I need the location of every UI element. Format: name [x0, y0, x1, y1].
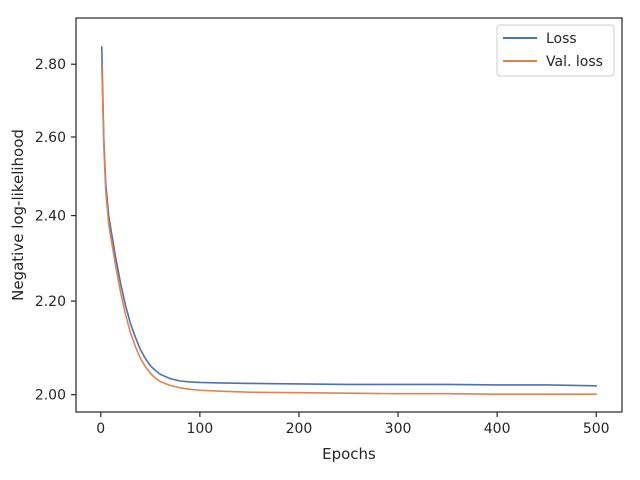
legend: Loss Val. loss	[496, 24, 615, 77]
y-tick-label-4: 2.80	[35, 57, 66, 73]
axes-background	[76, 18, 622, 412]
legend-label-loss: Loss	[546, 31, 577, 47]
y-axis-label: Negative log-likelihood	[9, 129, 27, 301]
x-tick-label-0: 0	[96, 421, 105, 437]
x-axis-ticks: 0 100 200 300 400 500	[96, 412, 610, 437]
x-tick-label-500: 500	[583, 421, 610, 437]
x-tick-label-100: 100	[186, 421, 213, 437]
x-tick-label-200: 200	[286, 421, 313, 437]
y-tick-label-1: 2.20	[35, 294, 66, 310]
x-tick-label-400: 400	[484, 421, 511, 437]
y-axis-ticks: 2.00 2.20 2.40 2.60 2.80	[35, 57, 76, 404]
x-tick-label-300: 300	[385, 421, 412, 437]
x-axis-label: Epochs	[322, 445, 376, 463]
y-tick-label-0: 2.00	[35, 388, 66, 404]
plot-area	[75, 17, 623, 413]
y-tick-label-3: 2.60	[35, 130, 66, 146]
axes-frame	[75, 17, 623, 413]
y-tick-label-2: 2.40	[35, 209, 66, 225]
series-line-val-loss	[100, 63, 598, 395]
series-line-loss	[100, 46, 598, 387]
series-layer	[100, 46, 598, 395]
legend-label-val-loss: Val. loss	[546, 54, 603, 70]
